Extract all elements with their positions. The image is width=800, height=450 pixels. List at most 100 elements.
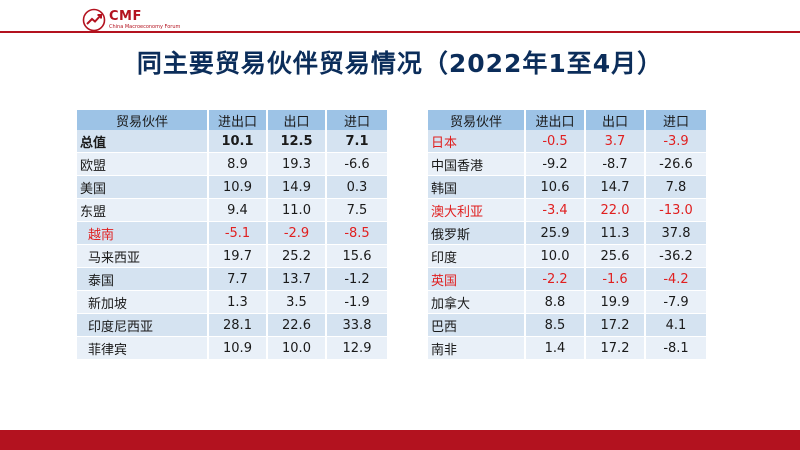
total-trade-cell: 9.4 — [208, 198, 268, 222]
export-cell: 13.7 — [267, 267, 327, 291]
import-cell: 4.1 — [645, 313, 706, 337]
import-cell: 0.3 — [326, 175, 387, 199]
partner-name-cell: 美国 — [77, 175, 209, 199]
export-cell: 22.0 — [585, 198, 646, 222]
export-cell: 10.0 — [267, 336, 327, 360]
import-cell: -1.9 — [326, 290, 387, 314]
footer-bar — [0, 430, 800, 450]
table-header-row: 贸易伙伴 进出口 出口 进口 — [428, 110, 706, 130]
export-cell: -8.7 — [585, 152, 646, 176]
table-row: 南非 1.4 17.2 -8.1 — [428, 336, 706, 360]
export-cell: 14.9 — [267, 175, 327, 199]
export-cell: 19.9 — [585, 290, 646, 314]
table-row: 马来西亚 19.7 25.2 15.6 — [77, 244, 387, 268]
total-trade-cell: 10.0 — [525, 244, 586, 268]
table-row: 东盟 9.4 11.0 7.5 — [77, 198, 387, 222]
import-cell: 7.5 — [326, 198, 387, 222]
total-trade-cell: -9.2 — [525, 152, 586, 176]
total-trade-cell: 19.7 — [208, 244, 268, 268]
import-cell: -26.6 — [645, 152, 706, 176]
export-cell: 17.2 — [585, 313, 646, 337]
table-header-row: 贸易伙伴 进出口 出口 进口 — [77, 110, 387, 130]
partner-name-cell: 欧盟 — [77, 152, 209, 176]
header-total-trade: 进出口 — [525, 110, 586, 130]
total-trade-cell: 10.6 — [525, 175, 586, 199]
partner-name-cell: 加拿大 — [428, 290, 526, 314]
table-row: 欧盟 8.9 19.3 -6.6 — [77, 152, 387, 176]
export-cell: 22.6 — [267, 313, 327, 337]
header-export: 出口 — [585, 110, 646, 130]
partner-name-cell: 东盟 — [77, 198, 209, 222]
partner-name-cell: 新加坡 — [77, 290, 209, 314]
partner-name-cell: 澳大利亚 — [428, 198, 526, 222]
header-import: 进口 — [645, 110, 706, 130]
export-cell: 12.5 — [267, 130, 327, 153]
total-trade-cell: 8.5 — [525, 313, 586, 337]
partner-name-cell: 巴西 — [428, 313, 526, 337]
total-trade-cell: -0.5 — [525, 130, 586, 153]
table-row: 美国 10.9 14.9 0.3 — [77, 175, 387, 199]
import-cell: 12.9 — [326, 336, 387, 360]
header-import: 进口 — [326, 110, 387, 130]
export-cell: 3.5 — [267, 290, 327, 314]
import-cell: -1.2 — [326, 267, 387, 291]
export-cell: 11.0 — [267, 198, 327, 222]
import-cell: -4.2 — [645, 267, 706, 291]
page-title: 同主要贸易伙伴贸易情况（2022年1至4月） — [136, 49, 664, 78]
total-trade-cell: 8.9 — [208, 152, 268, 176]
table-row: 韩国 10.6 14.7 7.8 — [428, 175, 706, 199]
logo-text: CMF — [109, 9, 142, 24]
export-cell: 11.3 — [585, 221, 646, 245]
table-row: 新加坡 1.3 3.5 -1.9 — [77, 290, 387, 314]
table-row: 越南 -5.1 -2.9 -8.5 — [77, 221, 387, 245]
partner-name-cell: 泰国 — [77, 267, 209, 291]
import-cell: 33.8 — [326, 313, 387, 337]
partner-name-cell: 南非 — [428, 336, 526, 360]
import-cell: 7.1 — [326, 130, 387, 153]
import-cell: -3.9 — [645, 130, 706, 153]
partner-name-cell: 印度 — [428, 244, 526, 268]
export-cell: -1.6 — [585, 267, 646, 291]
import-cell: 7.8 — [645, 175, 706, 199]
export-cell: 19.3 — [267, 152, 327, 176]
header-divider — [0, 31, 800, 33]
total-trade-cell: 8.8 — [525, 290, 586, 314]
total-trade-cell: 7.7 — [208, 267, 268, 291]
table-row: 俄罗斯 25.9 11.3 37.8 — [428, 221, 706, 245]
export-cell: 14.7 — [585, 175, 646, 199]
total-trade-cell: 1.4 — [525, 336, 586, 360]
import-cell: -7.9 — [645, 290, 706, 314]
partner-name-cell: 越南 — [77, 221, 209, 245]
table-row: 总值 10.1 12.5 7.1 — [77, 130, 387, 153]
import-cell: -8.1 — [645, 336, 706, 360]
import-cell: 37.8 — [645, 221, 706, 245]
table-row: 日本 -0.5 3.7 -3.9 — [428, 130, 706, 153]
total-trade-cell: 25.9 — [525, 221, 586, 245]
export-cell: 3.7 — [585, 130, 646, 153]
logo-subtext: China Macroeconomy Forum — [109, 24, 181, 30]
total-trade-cell: 1.3 — [208, 290, 268, 314]
total-trade-cell: 28.1 — [208, 313, 268, 337]
table-row: 菲律宾 10.9 10.0 12.9 — [77, 336, 387, 360]
table-row: 印度 10.0 25.6 -36.2 — [428, 244, 706, 268]
partner-name-cell: 中国香港 — [428, 152, 526, 176]
header-total-trade: 进出口 — [208, 110, 268, 130]
cmf-logo: CMF China Macroeconomy Forum — [82, 8, 180, 32]
total-trade-cell: -2.2 — [525, 267, 586, 291]
header-export: 出口 — [267, 110, 327, 130]
import-cell: -36.2 — [645, 244, 706, 268]
cmf-logo-mark-icon — [82, 8, 106, 32]
table-row: 英国 -2.2 -1.6 -4.2 — [428, 267, 706, 291]
total-trade-cell: 10.9 — [208, 175, 268, 199]
table-row: 澳大利亚 -3.4 22.0 -13.0 — [428, 198, 706, 222]
partner-name-cell: 菲律宾 — [77, 336, 209, 360]
export-cell: -2.9 — [267, 221, 327, 245]
partner-name-cell: 印度尼西亚 — [77, 313, 209, 337]
partner-name-cell: 马来西亚 — [77, 244, 209, 268]
table-row: 加拿大 8.8 19.9 -7.9 — [428, 290, 706, 314]
total-trade-cell: 10.1 — [208, 130, 268, 153]
import-cell: 15.6 — [326, 244, 387, 268]
total-trade-cell: -3.4 — [525, 198, 586, 222]
total-trade-cell: 10.9 — [208, 336, 268, 360]
export-cell: 25.6 — [585, 244, 646, 268]
